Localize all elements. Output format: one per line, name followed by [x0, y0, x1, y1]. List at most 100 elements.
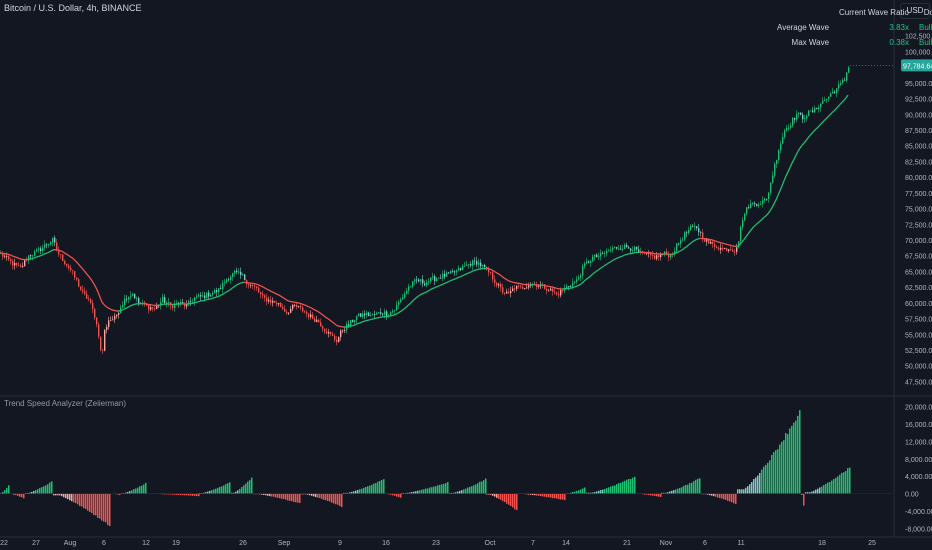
- histogram-bar: [269, 493, 271, 497]
- trend-line-segment: [305, 304, 309, 308]
- trend-line-segment: [413, 297, 417, 301]
- trend-line-segment: [351, 324, 355, 327]
- histogram-bar: [287, 493, 289, 501]
- trend-line-segment: [273, 292, 277, 295]
- candle-body: [282, 306, 284, 309]
- candle-body: [188, 301, 190, 305]
- histogram-bar: [451, 492, 453, 494]
- histogram-bar: [251, 477, 253, 494]
- trend-line-segment: [259, 284, 263, 288]
- candle-body: [160, 302, 162, 306]
- histogram-bar: [398, 493, 400, 498]
- trend-line-segment: [95, 287, 99, 293]
- histogram-bar: [751, 482, 753, 494]
- histogram-bar: [245, 483, 247, 494]
- histogram-bar: [182, 493, 184, 496]
- trend-line-segment: [817, 124, 821, 128]
- trend-line-segment: [399, 309, 403, 313]
- histogram-bar: [717, 493, 719, 498]
- candle-body: [608, 250, 610, 252]
- candle-body: [6, 256, 8, 257]
- trend-line-segment: [713, 239, 717, 242]
- time-axis[interactable]: 22 27 Aug 6 12 19 26 Sep 9 16 23 Oct 7 14 21 Nov 6 11 18 25: [0, 540, 876, 547]
- histogram-bar: [225, 484, 227, 494]
- histogram-bar: [492, 493, 494, 496]
- trend-line-segment: [835, 106, 839, 110]
- histogram-bar: [737, 489, 739, 494]
- candle-body: [786, 128, 788, 131]
- trend-line-segment: [411, 299, 415, 303]
- histogram-bar: [379, 480, 381, 494]
- trend-line-segment: [697, 237, 701, 240]
- trend-line-segment: [325, 316, 329, 320]
- trend-line-segment: [7, 253, 11, 256]
- trend-line-segment: [593, 270, 597, 274]
- trend-line-segment: [79, 265, 83, 269]
- histogram-bar: [508, 493, 510, 505]
- histogram-bar: [725, 493, 727, 500]
- histogram-bar: [375, 483, 377, 494]
- histogram-bar: [321, 493, 323, 499]
- histogram-bar: [624, 480, 626, 494]
- trend-line-segment: [489, 268, 493, 271]
- histogram-bar: [658, 493, 660, 497]
- candle-body: [538, 286, 540, 288]
- histogram-bar: [259, 493, 261, 495]
- candle-body: [586, 261, 588, 264]
- histogram-bar: [303, 493, 305, 495]
- candle-body: [406, 290, 408, 294]
- price-axis[interactable]: 102,500.00100,000.0097,500.0095,000.0092…: [905, 34, 932, 387]
- histogram-bar: [353, 491, 355, 494]
- candle-body: [316, 319, 318, 322]
- candle-body: [2, 252, 4, 257]
- histogram-bar: [588, 492, 590, 494]
- histogram-bar: [184, 493, 186, 496]
- histogram-bar: [396, 493, 398, 497]
- trend-line-segment: [263, 286, 267, 290]
- trend-line-segment: [741, 239, 745, 243]
- candle-body: [138, 297, 140, 303]
- candle-body: [618, 248, 620, 250]
- candle-body: [738, 241, 740, 248]
- candle-body: [16, 262, 18, 266]
- histogram-bar: [139, 486, 141, 494]
- candle-body: [830, 93, 832, 97]
- candle-body: [256, 286, 258, 289]
- histogram-bar: [279, 493, 281, 499]
- candle-body: [746, 207, 748, 214]
- candle-body: [744, 213, 746, 221]
- trend-line-segment: [693, 239, 697, 242]
- candle-body: [262, 294, 264, 296]
- histogram-bar: [685, 484, 687, 494]
- histogram-bar: [795, 420, 797, 494]
- histogram-bar: [477, 483, 479, 494]
- trend-line-segment: [407, 303, 411, 307]
- histogram-bar: [351, 491, 353, 494]
- histogram-bar: [681, 487, 683, 494]
- oscillator-axis[interactable]: 20,000.00 16,000.00 12,000.00 8,000.00 4,000…: [905, 405, 932, 534]
- candle-body: [22, 266, 24, 267]
- trend-line-segment: [51, 249, 55, 251]
- last-price-badge[interactable]: [901, 59, 932, 72]
- candle-body: [436, 278, 438, 281]
- candle-body: [38, 248, 40, 250]
- trend-line-segment: [453, 277, 457, 281]
- candle-body: [118, 312, 120, 315]
- candle-body: [264, 295, 266, 298]
- histogram-bar: [494, 493, 496, 497]
- histogram-bar: [669, 491, 671, 494]
- currency-button[interactable]: USD: [900, 3, 930, 19]
- candle-body: [740, 227, 742, 242]
- candle-body: [290, 308, 292, 313]
- candle-body: [322, 326, 324, 329]
- trend-line-segment: [625, 253, 629, 256]
- candle-body: [58, 249, 60, 255]
- candle-body: [222, 282, 224, 289]
- histogram-bar: [178, 493, 180, 495]
- histogram-bar: [13, 493, 15, 495]
- histogram-bar: [761, 469, 763, 494]
- time-tick-label: 26: [239, 540, 247, 547]
- histogram-bar: [295, 493, 297, 503]
- candle-body: [584, 263, 586, 267]
